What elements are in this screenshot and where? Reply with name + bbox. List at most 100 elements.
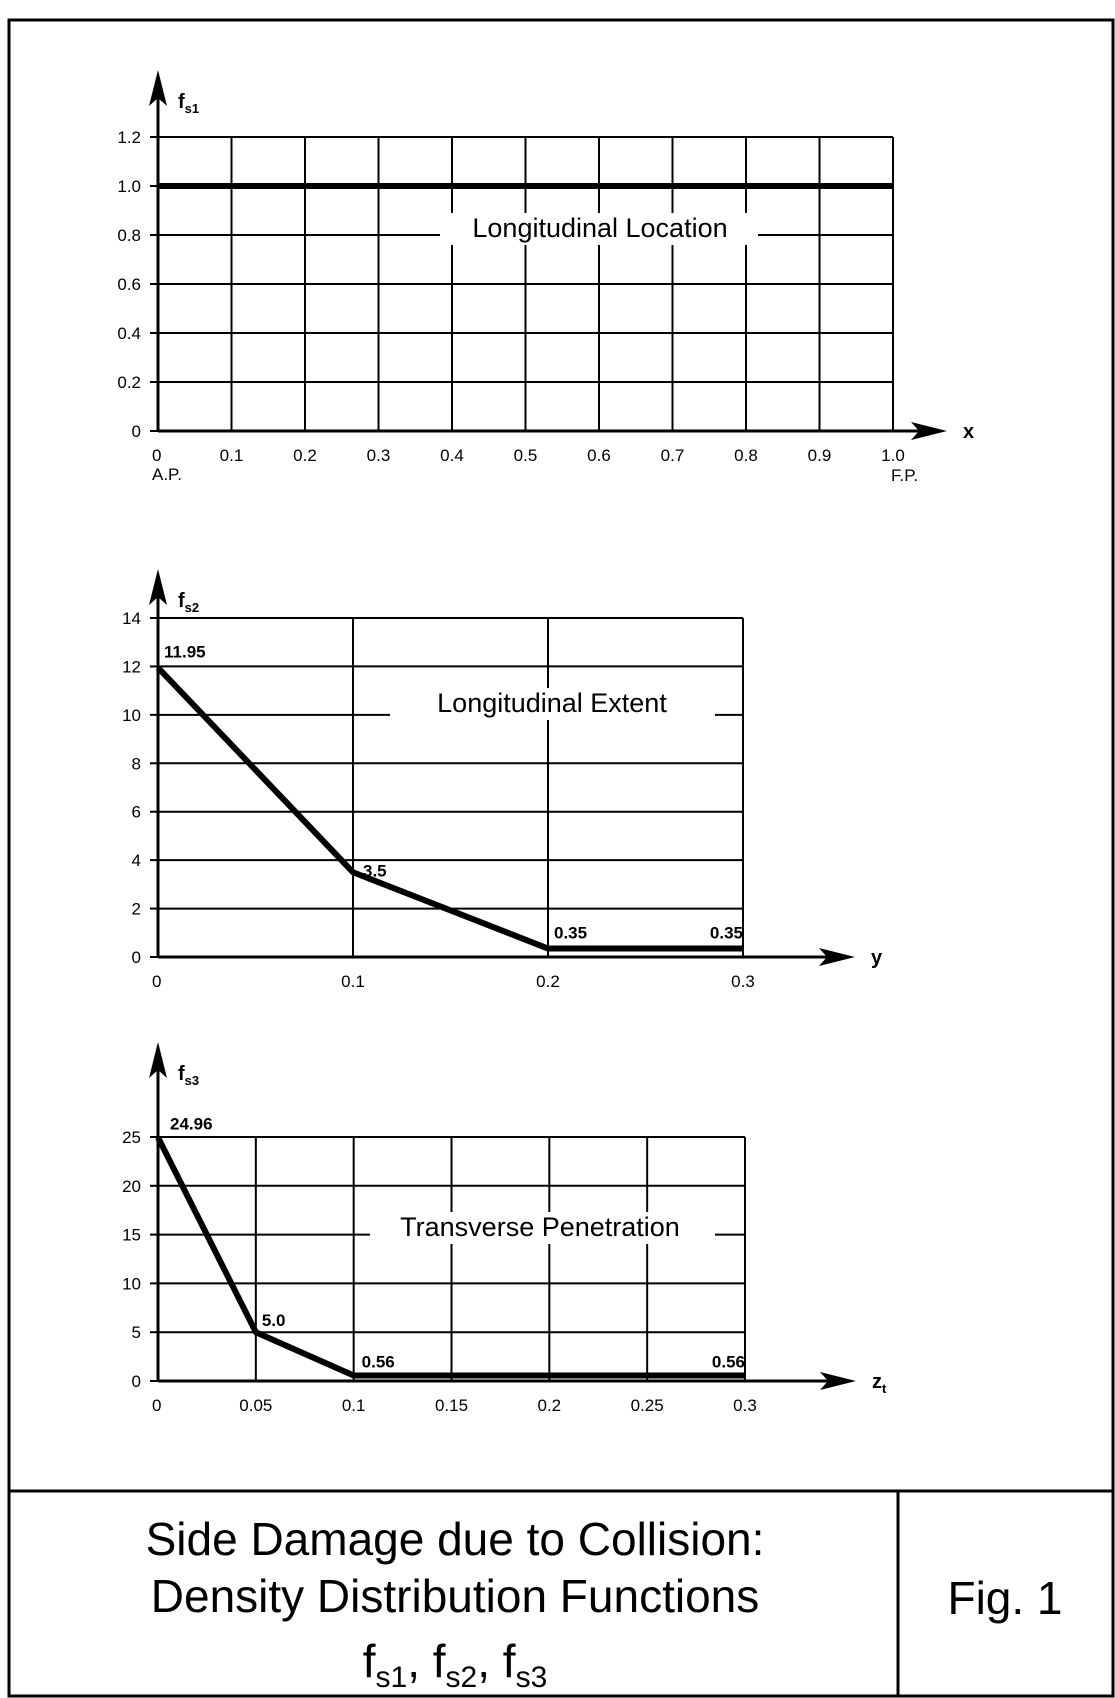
y-axis-label: fs2 <box>178 590 199 615</box>
data-label: 0.35 <box>554 924 587 943</box>
y-axis-label-sub: s3 <box>185 1073 199 1088</box>
x-tick-label: 0.1 <box>342 1396 366 1415</box>
x-axis-arrow <box>911 422 947 440</box>
x-axis-label-main: x <box>963 421 974 443</box>
data-label: 0.35 <box>710 924 743 943</box>
caption-sub-1: s1 <box>376 1661 408 1694</box>
x-tick-label: 0.3 <box>731 972 755 991</box>
caption-sub-3: s3 <box>516 1661 548 1694</box>
x-tick-label: 0.25 <box>631 1396 664 1415</box>
y-axis-label-main: f <box>178 1063 185 1085</box>
caption-line-1: Side Damage due to Collision: <box>146 1513 765 1565</box>
y-tick-label: 8 <box>132 754 141 773</box>
y-tick-label: 0.2 <box>117 373 141 392</box>
y-axis-label-sub: s2 <box>185 600 199 615</box>
y-tick-label: 10 <box>122 706 141 725</box>
x-axis-arrow <box>819 948 855 966</box>
y-tick-label: 25 <box>122 1128 141 1147</box>
y-tick-label: 15 <box>122 1226 141 1245</box>
x-tick-label: 0.7 <box>661 446 685 465</box>
x-tick-label: 0.15 <box>435 1396 468 1415</box>
x-tick-label: 0.1 <box>220 446 244 465</box>
x-tick-label: 0.1 <box>341 972 365 991</box>
y-axis-arrow <box>149 70 167 106</box>
title-backdrop <box>370 1212 715 1244</box>
y-tick-label: 0.4 <box>117 324 141 343</box>
x-axis-label-sub: t <box>882 1381 887 1396</box>
x-tick-label: 0 <box>152 972 161 991</box>
x-axis-label: zt <box>872 1371 887 1396</box>
x-end-label-right: F.P. <box>891 466 918 485</box>
y-axis-label-sub: s1 <box>185 101 199 116</box>
chart-longitudinal-location: 0 0.2 0.4 0.6 0.8 1.0 1.2 0 0.1 0.2 0.3 0.4 0.5 0.6 0.… <box>117 70 974 485</box>
y-tick-label: 20 <box>122 1177 141 1196</box>
x-tick-label: 0.9 <box>808 446 832 465</box>
y-tick-label: 0.8 <box>117 226 141 245</box>
y-axis-arrow <box>149 569 167 605</box>
x-tick-label: 0.5 <box>514 446 538 465</box>
x-tick-label: 0.2 <box>538 1396 562 1415</box>
x-tick-label: 0.4 <box>440 446 464 465</box>
y-tick-label: 1.2 <box>117 128 141 147</box>
x-tick-label: 0.8 <box>734 446 758 465</box>
y-tick-label: 5 <box>132 1323 141 1342</box>
caption-sep-1: , <box>407 1635 433 1687</box>
x-tick-label: 0.3 <box>367 446 391 465</box>
y-axis-arrow <box>149 1042 167 1078</box>
chart-title: Transverse Penetration <box>400 1212 680 1242</box>
chart-title: Longitudinal Location <box>472 213 727 243</box>
y-tick-label: 0 <box>132 422 141 441</box>
y-tick-label: 10 <box>122 1274 141 1293</box>
y-tick-label: 12 <box>122 657 141 676</box>
series-line <box>155 1136 745 1379</box>
x-end-label-left: A.P. <box>152 465 182 484</box>
x-tick-label: 0.2 <box>293 446 317 465</box>
caption-sep-2: , <box>477 1635 503 1687</box>
y-axis-label: fs3 <box>178 1063 199 1088</box>
y-tick-label: 6 <box>132 803 141 822</box>
y-tick-label: 0.6 <box>117 275 141 294</box>
title-backdrop <box>440 213 758 245</box>
caption-f-3: f <box>503 1635 516 1687</box>
title-backdrop <box>390 688 715 720</box>
data-label: 11.95 <box>164 643 206 662</box>
x-tick-label: 0.3 <box>733 1396 757 1415</box>
x-axis-label: x <box>963 421 974 443</box>
data-label: 3.5 <box>363 861 387 880</box>
caption-f-1: f <box>363 1635 376 1687</box>
data-label: 0.56 <box>712 1353 745 1372</box>
x-axis-label: y <box>871 947 883 969</box>
x-tick-label: 0 <box>152 1396 161 1415</box>
y-tick-label: 1.0 <box>117 177 141 196</box>
chart-transverse-penetration: 0 5 10 15 20 25 0 0.05 0.1 0.15 0.2 0.25 0.3 fs3 zt Tra… <box>122 1042 887 1415</box>
caption-sub-2: s2 <box>446 1661 478 1694</box>
x-tick-label: 0.6 <box>587 446 611 465</box>
x-tick-label: 0 <box>152 446 161 465</box>
y-axis-label-main: f <box>178 590 185 612</box>
data-label: 5.0 <box>262 1311 286 1330</box>
y-axis-label-main: f <box>178 91 185 113</box>
data-label: 24.96 <box>170 1114 213 1133</box>
figure-label: Fig. 1 <box>947 1572 1062 1624</box>
y-axis-label: fs1 <box>178 91 199 116</box>
x-axis-arrow <box>820 1372 856 1390</box>
outer-border <box>7 18 1115 1698</box>
x-tick-label: 0.05 <box>239 1396 272 1415</box>
x-axis-label-main: z <box>872 1371 882 1393</box>
x-tick-label: 0.2 <box>536 972 560 991</box>
chart-longitudinal-extent: 0 2 4 6 8 10 12 14 0 0.1 0.2 0.3 fs2 y Longitudinal Ex… <box>122 569 883 991</box>
x-axis-label-main: y <box>871 947 883 969</box>
x-tick-label: 1.0 <box>881 446 905 465</box>
caption-line-3: fs1, fs2, fs3 <box>363 1635 548 1694</box>
caption-f-2: f <box>433 1635 446 1687</box>
caption-line-2: Density Distribution Functions <box>151 1570 759 1622</box>
y-tick-label: 0 <box>132 948 141 967</box>
y-tick-label: 0 <box>132 1372 141 1391</box>
chart-title: Longitudinal Extent <box>437 688 667 718</box>
y-tick-label: 2 <box>132 900 141 919</box>
data-label: 0.56 <box>362 1353 395 1372</box>
y-tick-label: 4 <box>132 851 141 870</box>
y-tick-label: 14 <box>122 609 141 628</box>
series-line <box>155 665 743 952</box>
